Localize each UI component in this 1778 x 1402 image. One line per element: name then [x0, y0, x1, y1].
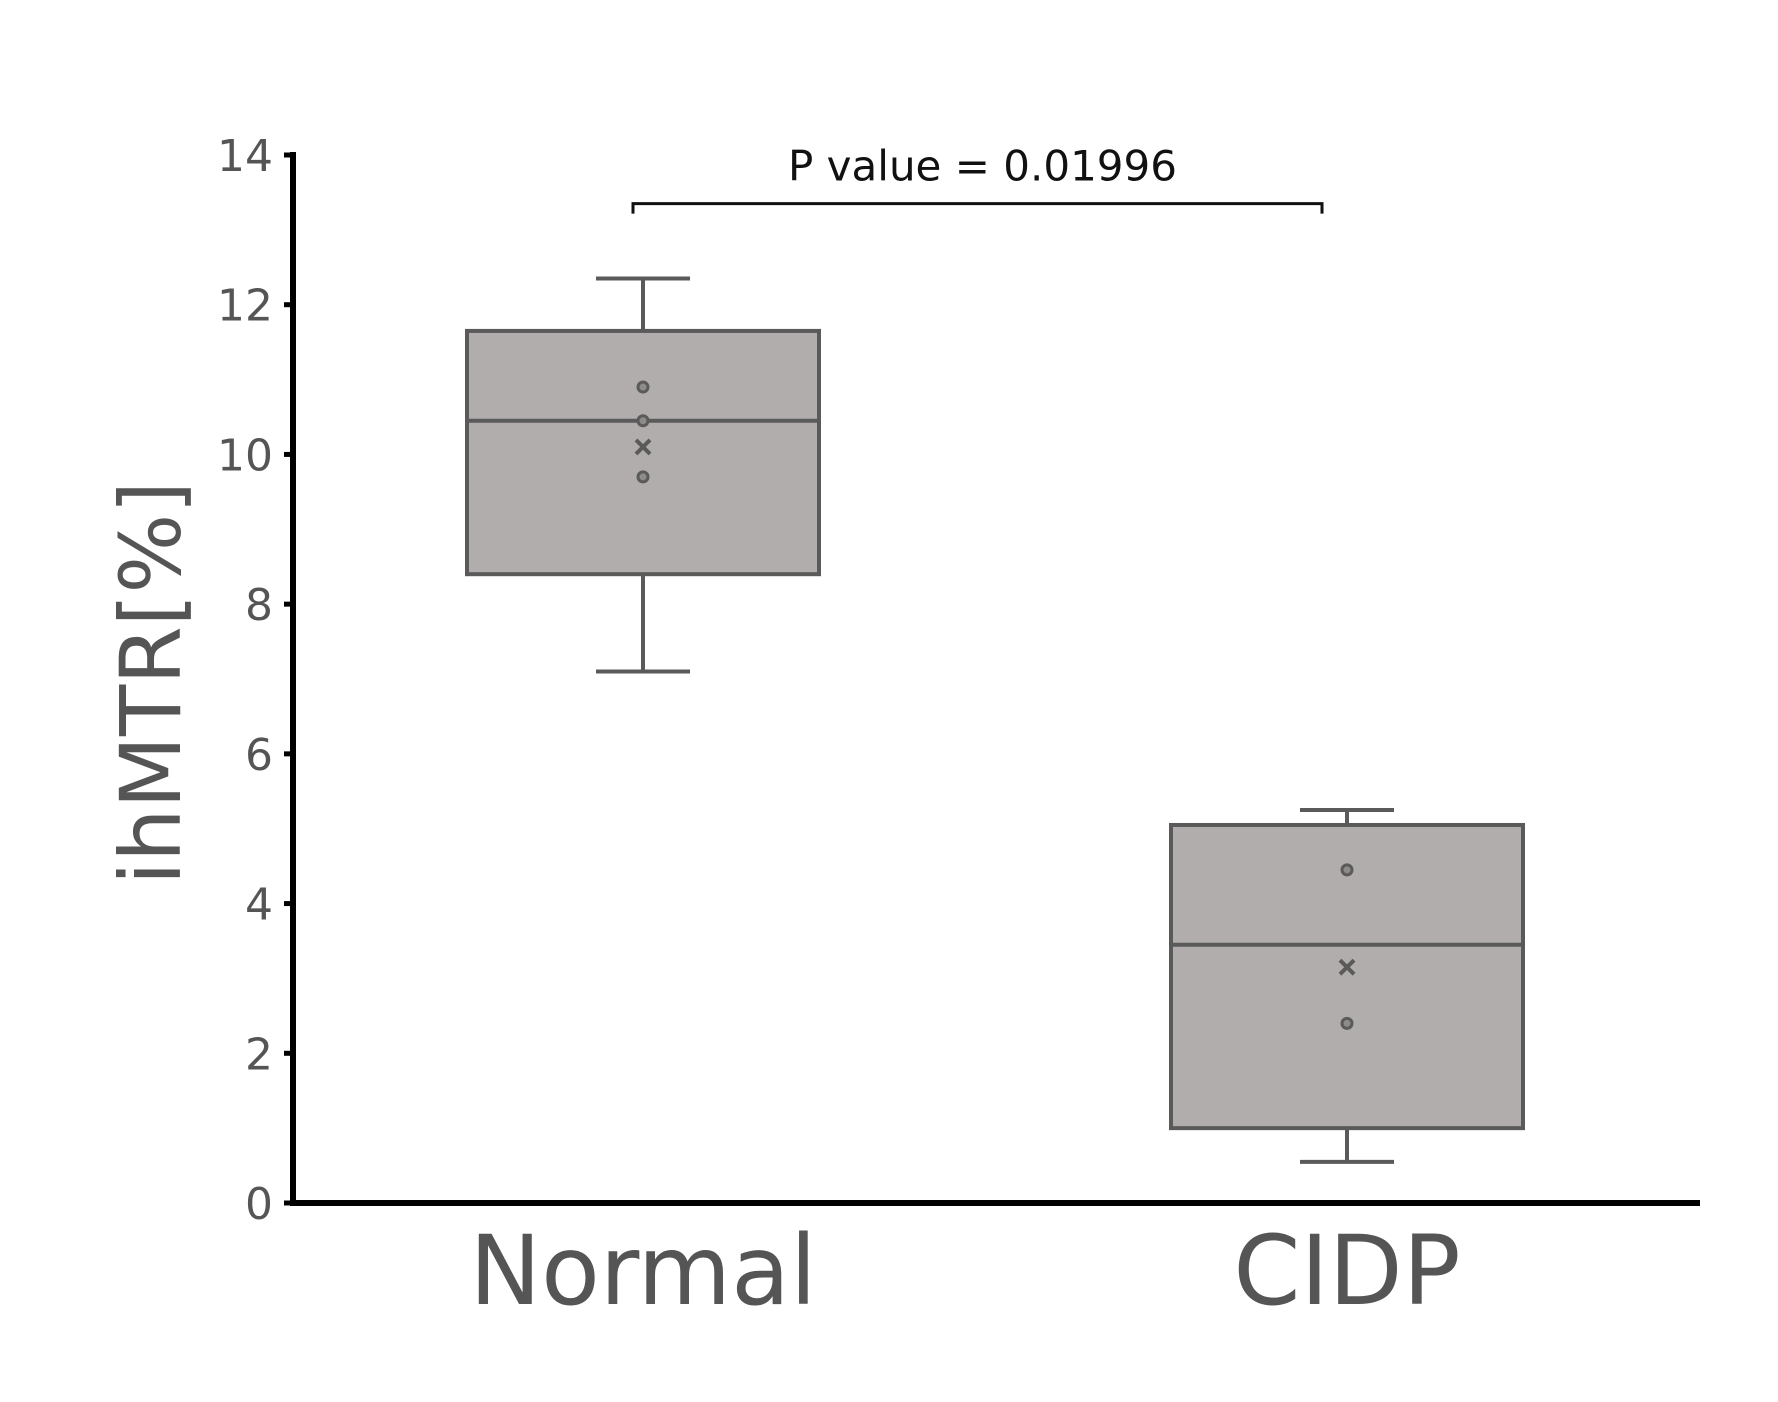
y-tick-label: 6 — [245, 730, 273, 781]
data-point — [1340, 863, 1354, 877]
box-normal — [465, 276, 821, 674]
data-point — [1340, 1016, 1354, 1030]
y-tick-label: 10 — [217, 430, 273, 481]
box-series — [465, 276, 1525, 1164]
data-point — [636, 470, 650, 484]
data-point — [636, 414, 650, 428]
category-label-cidp: CIDP — [1233, 1215, 1460, 1327]
box-cidp — [1169, 808, 1525, 1164]
p-value-label: P value = 0.01996 — [788, 142, 1177, 191]
category-label-normal: Normal — [469, 1215, 816, 1327]
iqr-box — [465, 328, 821, 577]
y-axis-title: ihMTR[%] — [102, 481, 200, 885]
y-tick-label: 4 — [245, 880, 273, 931]
y-tick-label: 0 — [245, 1179, 273, 1230]
significance-bracket: P value = 0.01996 — [631, 142, 1324, 214]
bracket-line — [631, 202, 1324, 214]
y-tick-label: 14 — [217, 131, 273, 182]
mean-marker — [1338, 958, 1356, 976]
mean-marker-stroke — [634, 438, 652, 456]
y-tick-label: 12 — [217, 281, 273, 332]
y-tick-label: 8 — [245, 580, 273, 631]
x-axis-category-labels: Normal CIDP — [469, 1215, 1460, 1327]
y-axis-ticks: 0 2 4 6 8 10 12 14 — [217, 131, 293, 1230]
mean-marker — [634, 438, 652, 456]
data-point — [636, 380, 650, 394]
axes — [290, 152, 1700, 1206]
y-tick-label: 2 — [245, 1029, 273, 1080]
mean-marker-stroke — [1338, 958, 1356, 976]
